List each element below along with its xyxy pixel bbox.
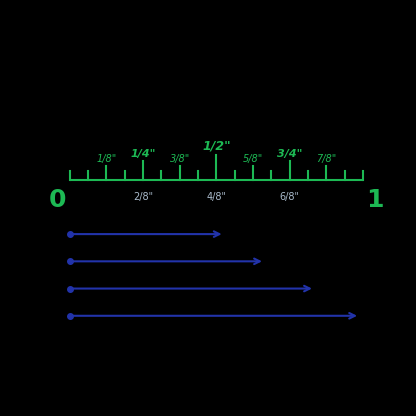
- Text: 7/8": 7/8": [316, 154, 337, 163]
- Text: 2/8": 2/8": [133, 193, 153, 203]
- Text: 1/2": 1/2": [202, 139, 231, 152]
- Text: 3/8": 3/8": [170, 154, 190, 163]
- Text: 4/8": 4/8": [206, 193, 226, 203]
- Text: 1: 1: [366, 188, 384, 212]
- Text: 0: 0: [49, 188, 67, 212]
- Text: 3/4": 3/4": [277, 149, 302, 158]
- Text: 1/4": 1/4": [130, 149, 156, 158]
- Text: 5/8": 5/8": [243, 154, 263, 163]
- Text: 6/8": 6/8": [280, 193, 300, 203]
- Text: 1/8": 1/8": [96, 154, 116, 163]
